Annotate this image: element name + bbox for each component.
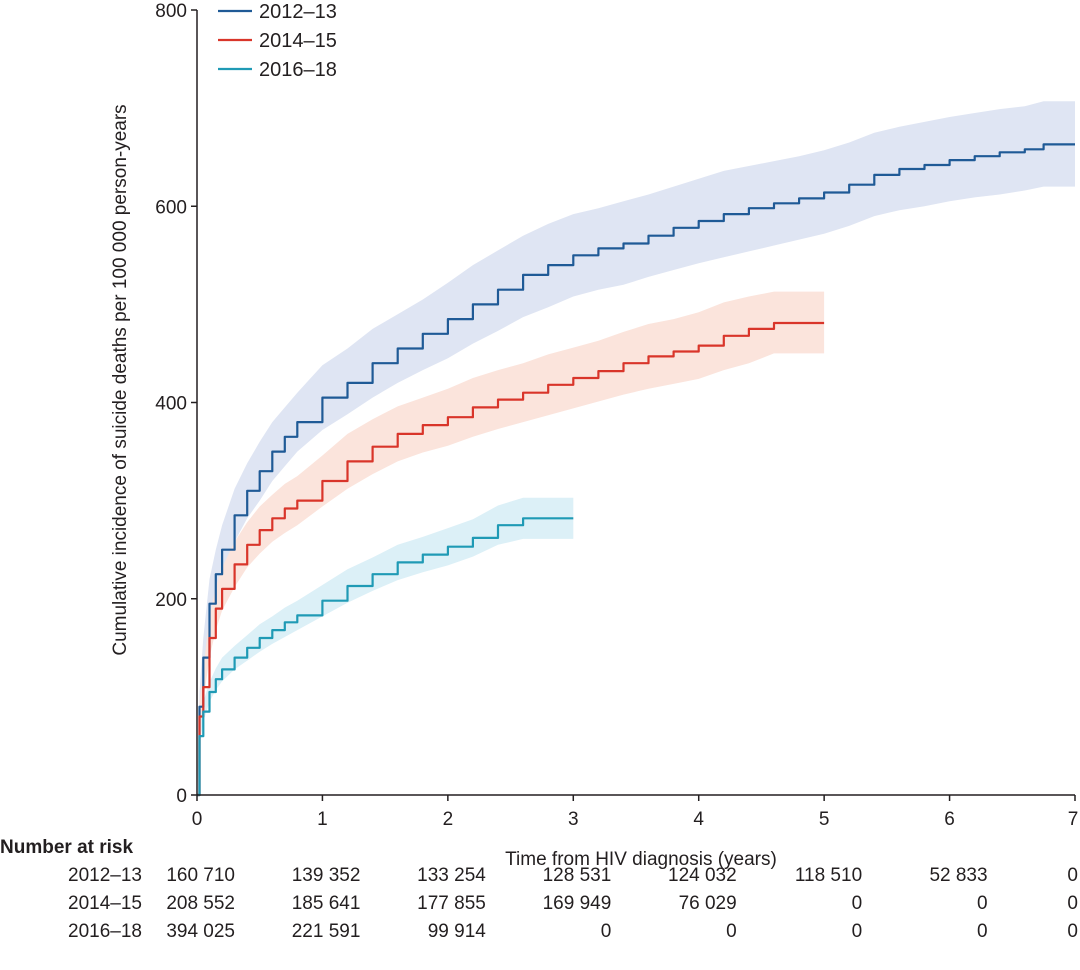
risk-row-label: 2012–13 <box>68 865 142 886</box>
y-tick-label: 600 <box>155 197 187 218</box>
risk-value: 124 032 <box>668 865 737 886</box>
x-tick-label: 6 <box>944 809 955 830</box>
series-line-0 <box>197 143 1075 797</box>
risk-value: 0 <box>852 921 863 942</box>
confidence-band-1 <box>197 291 825 795</box>
risk-value: 0 <box>977 893 988 914</box>
risk-value: 177 855 <box>417 893 486 914</box>
x-tick-label: 7 <box>1068 809 1079 830</box>
risk-value: 139 352 <box>292 865 361 886</box>
legend-label-1: 2014–15 <box>259 30 337 52</box>
confidence-bands <box>197 101 1075 796</box>
confidence-band-2 <box>197 497 574 795</box>
series-lines <box>197 143 1075 797</box>
risk-value: 0 <box>852 893 863 914</box>
y-tick-label: 800 <box>155 1 187 22</box>
risk-table: Number at risk 2012–13 160 710 139 352 133 … <box>0 837 1078 942</box>
y-tick-label: 0 <box>176 786 187 807</box>
y-axis-title: Cumulative incidence of suicide deaths p… <box>110 104 131 655</box>
y-tick-label: 200 <box>155 590 187 611</box>
series-line-1 <box>197 321 825 797</box>
x-tick-label: 3 <box>568 809 579 830</box>
x-tick-label: 0 <box>192 809 203 830</box>
legend-label-2: 2016–18 <box>259 59 337 81</box>
x-ticks: 0 1 2 3 4 5 6 7 <box>192 795 1079 830</box>
risk-value: 52 833 <box>929 865 987 886</box>
x-tick-label: 4 <box>693 809 704 830</box>
legend: 2012–13 2014–15 2016–18 <box>218 1 337 81</box>
risk-value: 160 710 <box>166 865 235 886</box>
risk-value: 394 025 <box>166 921 235 942</box>
risk-value: 118 510 <box>795 865 862 886</box>
risk-table-title: Number at risk <box>0 837 133 858</box>
risk-value: 0 <box>1067 921 1078 942</box>
legend-label-0: 2012–13 <box>259 1 337 23</box>
y-tick-label: 400 <box>155 394 187 415</box>
y-ticks: 0 200 400 600 800 <box>155 1 197 807</box>
risk-value: 0 <box>1067 865 1078 886</box>
risk-value: 0 <box>601 921 612 942</box>
risk-value: 99 914 <box>428 921 487 942</box>
risk-value: 133 254 <box>417 865 486 886</box>
risk-value: 208 552 <box>166 893 235 914</box>
x-axis-title: Time from HIV diagnosis (years) <box>505 849 777 870</box>
risk-value: 128 531 <box>543 865 612 886</box>
x-tick-label: 5 <box>819 809 830 830</box>
risk-value: 0 <box>1067 893 1078 914</box>
risk-row-label: 2014–15 <box>68 893 142 914</box>
series-line-2 <box>197 517 574 797</box>
risk-value: 169 949 <box>543 893 612 914</box>
risk-row-label: 2016–18 <box>68 921 142 942</box>
x-tick-label: 2 <box>443 809 454 830</box>
risk-value: 221 591 <box>292 921 361 942</box>
risk-value: 0 <box>977 921 988 942</box>
confidence-band-0 <box>197 101 1075 796</box>
risk-value: 76 029 <box>679 893 737 914</box>
risk-value: 185 641 <box>292 893 361 914</box>
x-tick-label: 1 <box>317 809 328 830</box>
risk-value: 0 <box>726 921 737 942</box>
